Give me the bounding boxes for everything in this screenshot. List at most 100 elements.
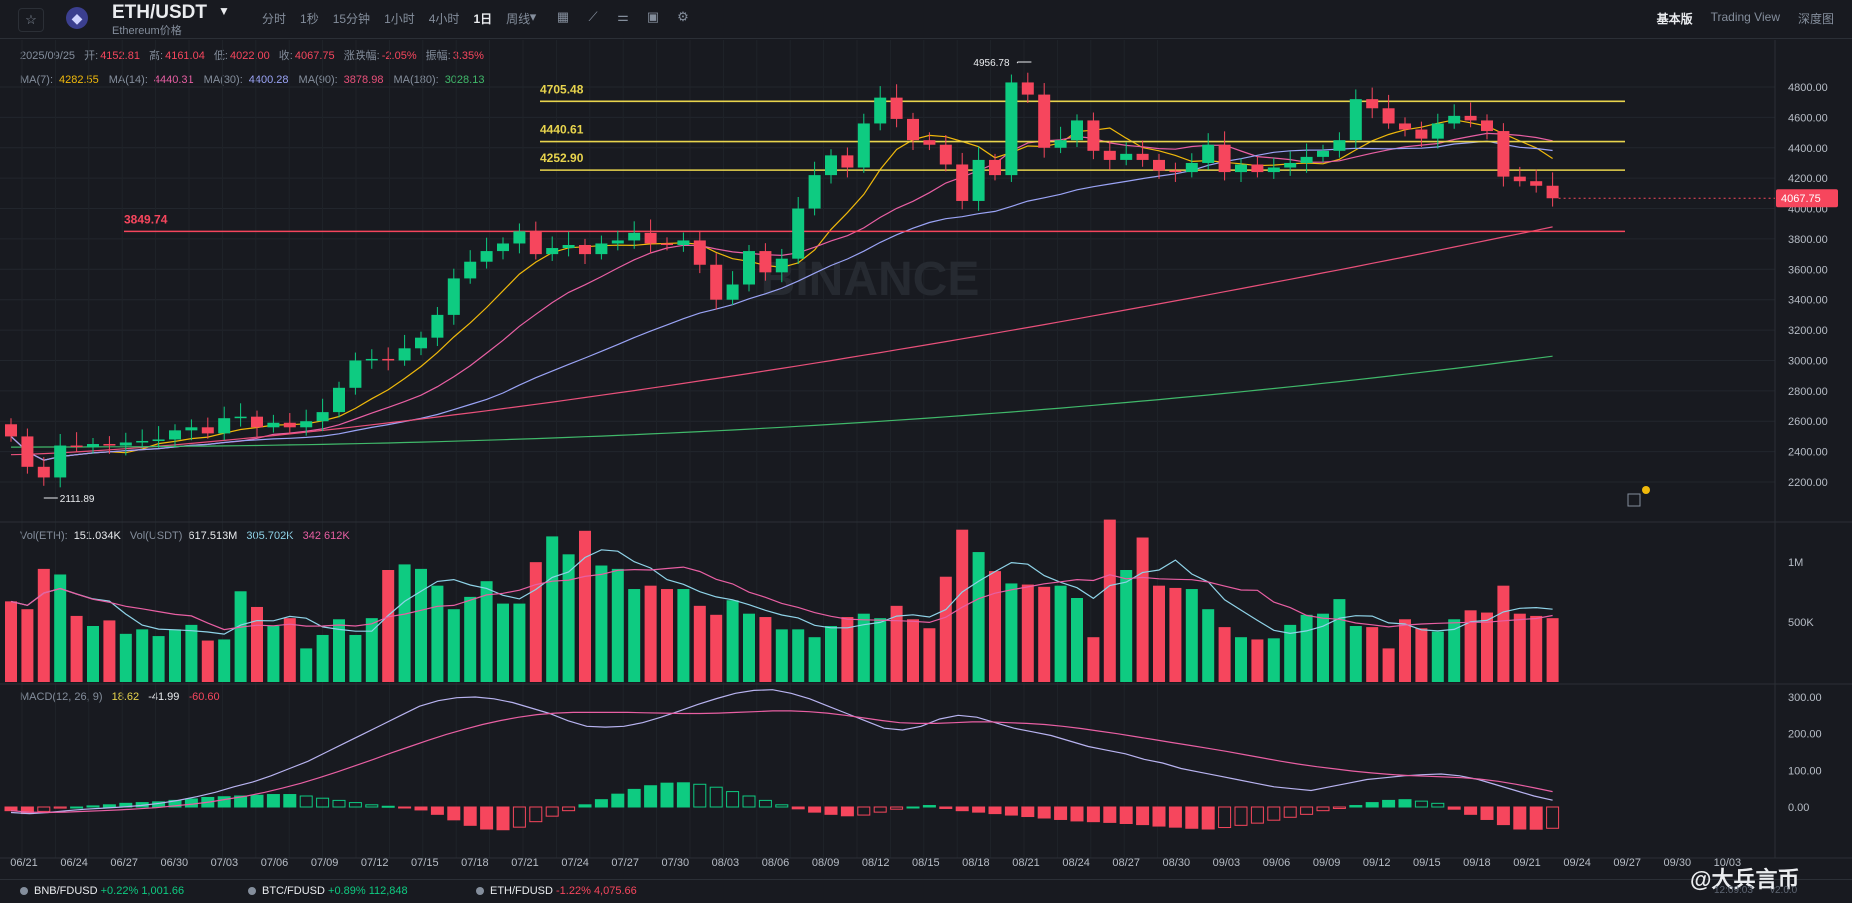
volume-bar: [349, 634, 362, 682]
author-watermark: @大兵言币: [1690, 867, 1800, 892]
volume-bar: [825, 626, 837, 682]
volume-bar: [1382, 648, 1395, 682]
gear-icon[interactable]: ⚙: [677, 9, 689, 24]
clock: 12:09:03: [1714, 885, 1753, 896]
candle-body: [513, 231, 526, 244]
time-tick-label: 07/03: [211, 857, 239, 869]
time-tick-label: 08/03: [712, 857, 740, 869]
volume-bar: [1464, 610, 1477, 682]
interval-tab-6[interactable]: 周线: [506, 12, 531, 26]
time-tick-label: 07/24: [561, 857, 589, 869]
symbol-title[interactable]: ETH/USDT: [112, 2, 207, 23]
volume-bar: [775, 629, 788, 682]
macd-hist-bar: [922, 805, 936, 808]
candle-body: [743, 251, 755, 285]
candle-body: [661, 243, 673, 245]
candle-body: [1251, 164, 1264, 173]
time-tick-label: 09/18: [1463, 857, 1491, 869]
ma-value-4: 3028.13: [444, 74, 485, 86]
ma-label-1: MA(14):: [108, 74, 148, 86]
ticker-2[interactable]: ETH/FDUSD -1.22% 4,075.66: [476, 885, 637, 897]
macd-hist-bar: [529, 806, 543, 823]
candle-body: [1349, 99, 1362, 141]
candle-body: [1300, 156, 1313, 163]
ma-label-4: MA(180):: [393, 74, 439, 86]
candle-body: [21, 436, 34, 467]
macd-hist-bar: [365, 804, 379, 808]
time-tick-label: 09/03: [1213, 857, 1241, 869]
order-book-icon: [1627, 493, 1641, 507]
favorite-star-icon[interactable]: ☆: [18, 8, 44, 32]
candle-body: [1333, 140, 1346, 151]
volume-bar: [431, 585, 444, 682]
volume-bar: [546, 536, 559, 682]
time-tick-label: 10/03: [1714, 857, 1742, 869]
coin-icon: [20, 887, 28, 895]
macd-hist-bar: [480, 806, 494, 830]
vol-usdt-value: 617.513M: [188, 530, 238, 542]
ma-label-2: MA(30):: [203, 74, 243, 86]
price-tick-label: 2200.00: [1788, 477, 1828, 489]
interval-dropdown-icon[interactable]: ▾: [529, 9, 537, 24]
interval-tabs: 分时 1秒 15分钟 1小时 4小时 1日 周线: [262, 10, 544, 27]
volume-bar: [21, 609, 34, 682]
price-tick-label: 2800.00: [1788, 386, 1828, 398]
indicator-icon[interactable]: ⟋: [588, 9, 598, 24]
volume-tick-label: 1M: [1788, 557, 1803, 569]
time-tick-label: 06/24: [60, 857, 88, 869]
candle-body: [283, 422, 296, 428]
volume-ma10-line: [10, 566, 1553, 631]
view-tab-2[interactable]: 深度图: [1797, 12, 1834, 26]
interval-tab-3[interactable]: 1小时: [384, 12, 415, 26]
candle-body: [628, 232, 641, 241]
volume-bar: [874, 618, 887, 682]
ticker-1[interactable]: BTC/FDUSD +0.89% 112,848: [248, 885, 408, 897]
macd-hist-bar: [1332, 806, 1346, 809]
volume-bar: [1284, 624, 1297, 682]
volume-bar: [1218, 627, 1231, 682]
ticker-0[interactable]: BNB/FDUSD +0.22% 1,001.66: [20, 885, 184, 897]
volume-bar: [480, 581, 493, 682]
time-tick-label: 09/06: [1263, 857, 1291, 869]
ticker-pair: ETH/FDUSD: [490, 885, 553, 897]
interval-tab-5[interactable]: 1日: [473, 12, 493, 26]
candle-body: [792, 208, 805, 259]
interval-tab-4[interactable]: 4小时: [428, 12, 460, 26]
macd-hist-bar: [693, 783, 707, 808]
interval-tab-0[interactable]: 分时: [262, 12, 287, 26]
volume-bar: [447, 609, 460, 682]
view-tab-0[interactable]: 基本版: [1656, 12, 1693, 26]
calendar-icon[interactable]: ▦: [556, 9, 570, 24]
price-level-label: 4440.61: [540, 123, 584, 137]
ticker-change: -1.22%: [556, 885, 591, 897]
candlestick-chart[interactable]: BINANCE 4705.48 4440.61 4252.90 3849.74 480…: [0, 0, 1852, 879]
vol-ma2-value: 342.612K: [302, 530, 350, 542]
price-tick-label: 3000.00: [1788, 355, 1828, 367]
candle-body: [644, 232, 657, 244]
candle-body: [1481, 120, 1493, 132]
candle-body: [447, 278, 460, 315]
interval-tab-1[interactable]: 1秒: [300, 12, 319, 26]
view-tab-1[interactable]: Trading View: [1710, 10, 1780, 24]
volume-bar: [201, 640, 214, 682]
macd-hist-bar: [939, 806, 953, 809]
macd-hist-bar: [86, 805, 100, 808]
sliders-icon[interactable]: ⚌: [617, 9, 629, 24]
volume-bar: [37, 568, 50, 682]
symbol-subtitle[interactable]: Ethereum价格: [112, 25, 182, 37]
volume-bar: [857, 613, 870, 682]
low-value: 4022.00: [229, 50, 270, 62]
macd-hist-bar: [840, 806, 854, 817]
candle-body: [431, 314, 444, 338]
candle-body: [1546, 185, 1559, 199]
candle-body: [775, 258, 788, 273]
macd-hist-bar: [988, 806, 1002, 815]
interval-tab-2[interactable]: 15分钟: [332, 12, 371, 26]
candle-body: [415, 337, 427, 349]
chevron-down-icon[interactable]: ▼: [218, 4, 230, 18]
time-tick-label: 09/12: [1363, 857, 1391, 869]
volume-bar: [169, 629, 181, 682]
candle-body: [1317, 150, 1329, 157]
price-tick-label: 2600.00: [1788, 416, 1828, 428]
layout-icon[interactable]: ▣: [646, 9, 660, 24]
